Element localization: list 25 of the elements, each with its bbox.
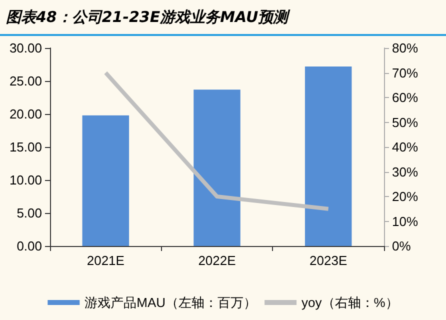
y-tick-label: 5.00	[16, 206, 42, 220]
y-tick-label: 30.00	[9, 40, 42, 56]
y2-tick-label: 20%	[392, 189, 418, 204]
legend-label: yoy（右轴：%）	[302, 295, 398, 310]
y2-tick-label: 10%	[392, 214, 418, 229]
y2-tick-label: 50%	[392, 114, 418, 130]
bar	[82, 115, 130, 246]
y2-tick-label: 30%	[392, 164, 418, 180]
x-tick-label: 2022E	[198, 253, 236, 268]
bar	[304, 66, 352, 246]
legend-label: 游戏产品MAU（左轴：百万）	[84, 295, 257, 310]
y2-tick-label: 70%	[392, 65, 418, 80]
y-tick-label: 20.00	[9, 106, 42, 122]
bar	[194, 90, 240, 246]
y2-tick-label: 60%	[392, 90, 418, 105]
y-tick-label: 10.00	[9, 172, 42, 188]
y-tick-label: 15.00	[9, 140, 42, 154]
x-tick-label: 2021E	[86, 253, 125, 268]
y2-tick-label: 40%	[392, 140, 418, 154]
y2-tick-label: 0%	[392, 238, 412, 254]
y-tick-label: 0.00	[16, 238, 42, 254]
x-tick-label: 2023E	[310, 253, 348, 268]
y-tick-label: 25.00	[9, 74, 42, 88]
chart-title: 图表48：公司21-23E游戏业务MAU预测	[0, 0, 446, 36]
y2-tick-label: 80%	[392, 40, 418, 56]
